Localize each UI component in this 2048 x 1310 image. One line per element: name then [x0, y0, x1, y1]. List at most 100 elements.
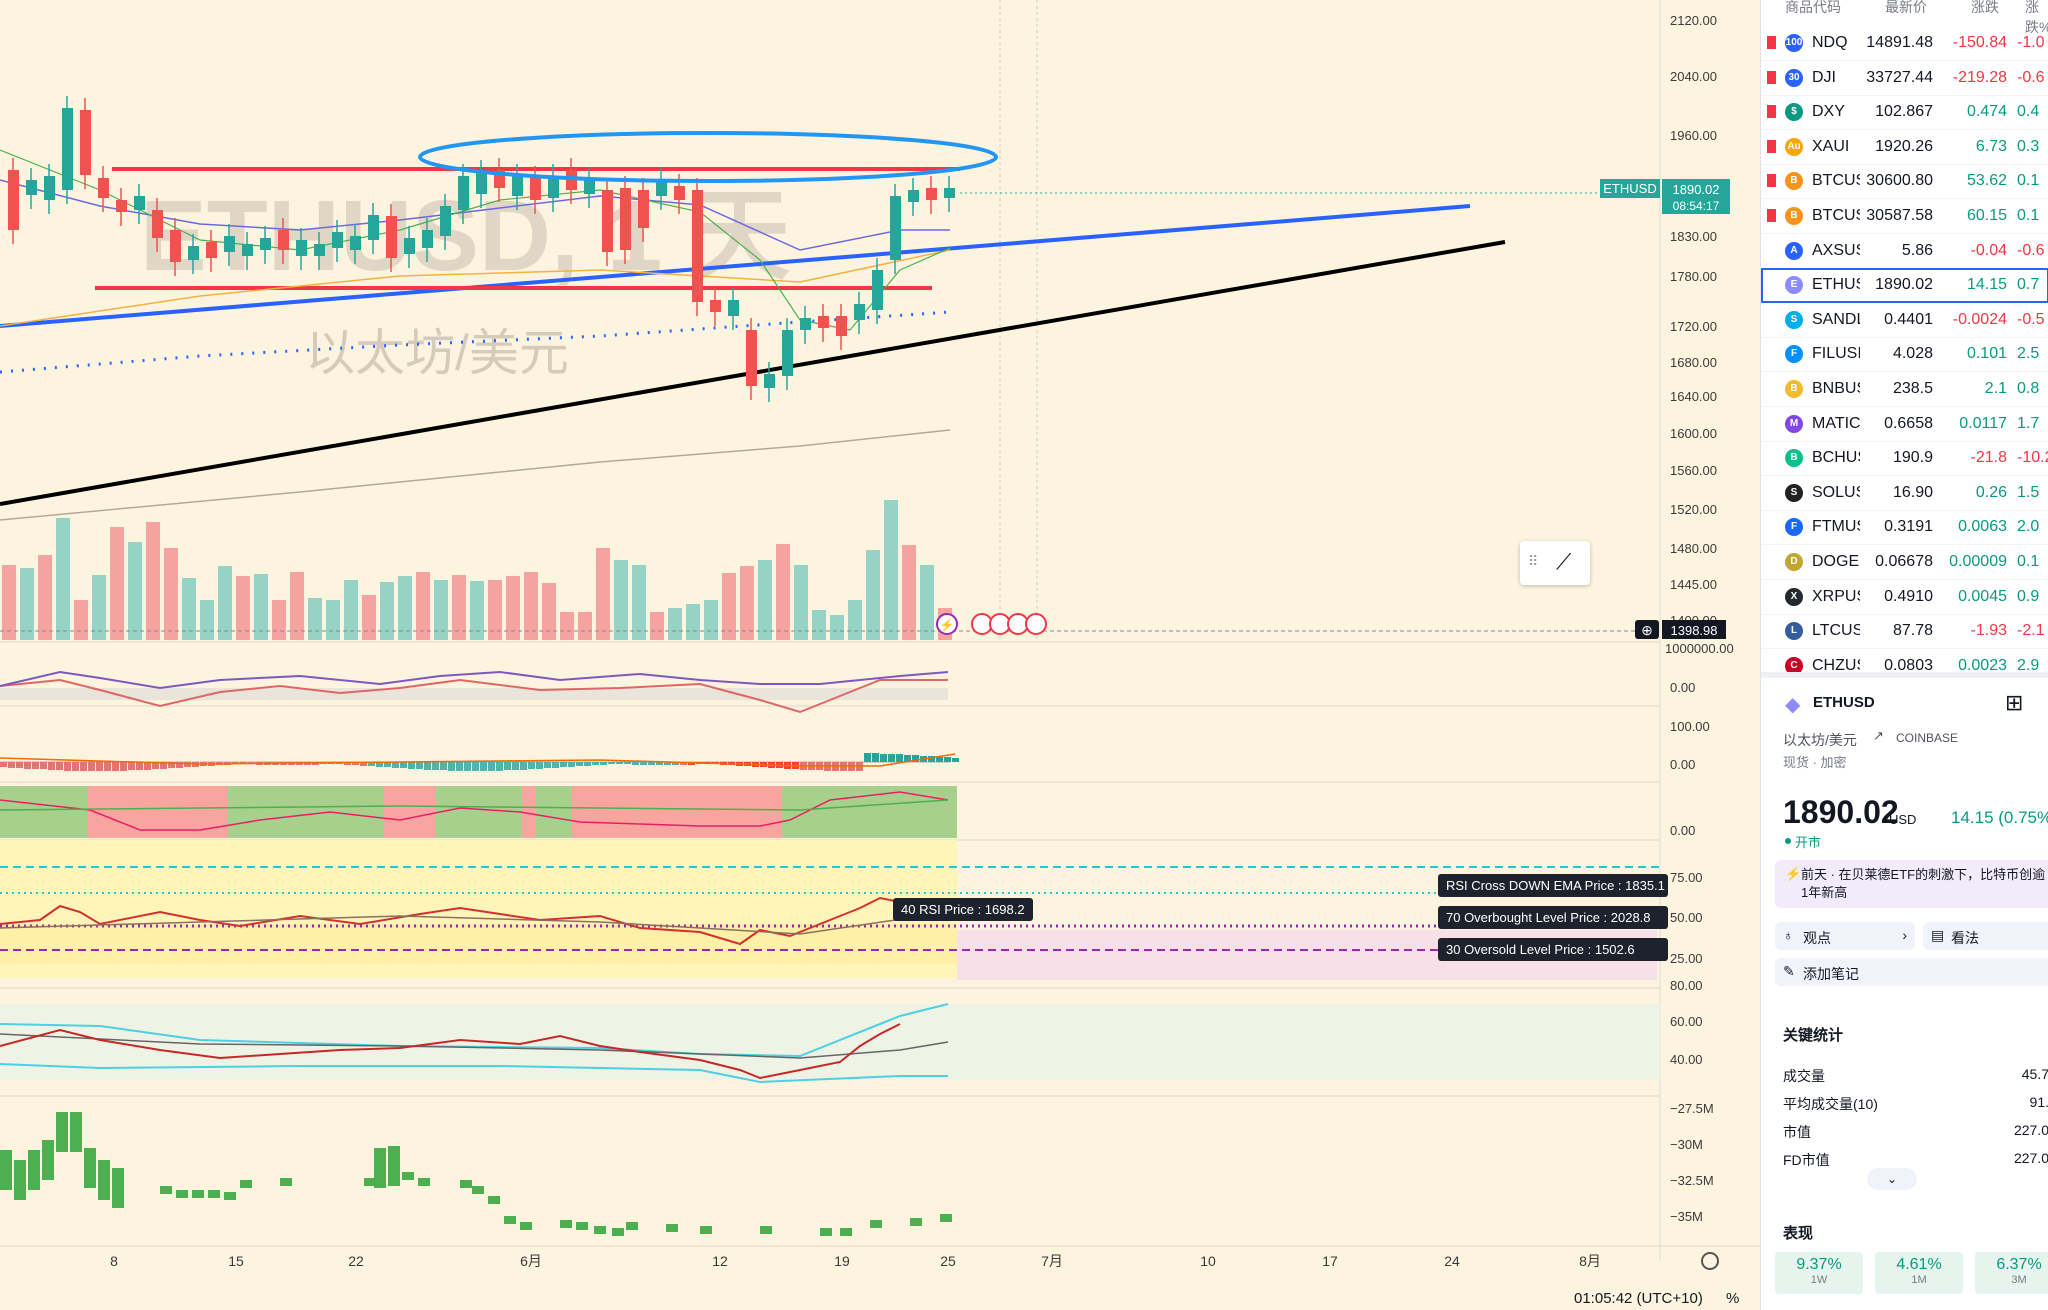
delta-bar [504, 1216, 516, 1224]
watchlist-row-axsus[interactable]: A AXSUS 5.86 -0.04 -0.6 [1761, 234, 2048, 269]
delta-bar [192, 1190, 204, 1198]
add-alert-button[interactable] [1635, 620, 1659, 639]
candle [854, 304, 865, 320]
watchlist-row-ethus[interactable]: E ETHUS 1890.02 14.15 0.7 [1761, 268, 2048, 304]
chart-area[interactable]: ETHUSD, 1 天 以太坊/美元 [0, 0, 1760, 1310]
floating-drawing-toolbar[interactable]: ⠿ ⟋ [1520, 541, 1590, 585]
delta-bar [280, 1178, 292, 1186]
watchlist-symbol: BCHUS [1812, 449, 1860, 467]
ideas-button[interactable]: ♁ 观点 › [1775, 922, 1915, 950]
watchlist-change-pct: 1.7 [2017, 414, 2040, 432]
flag-icon[interactable] [1767, 209, 1776, 222]
volume-layer [2, 500, 952, 640]
header-last[interactable]: 最新价 [1885, 0, 1927, 15]
watchlist-row-sandl[interactable]: S SANDL 0.4401 -0.0024 -0.5 [1761, 303, 2048, 338]
price-tick: 1960.00 [1670, 128, 1717, 143]
watchlist-row-solus[interactable]: S SOLUS 16.90 0.26 1.5 [1761, 476, 2048, 511]
performance-card[interactable]: 9.37% 1W [1775, 1252, 1863, 1294]
watchlist-row-filusi[interactable]: F FILUSI 4.028 0.101 2.5 [1761, 337, 2048, 373]
watchlist-row-chzus[interactable]: C CHZUS 0.0803 0.0023 2.9 [1761, 649, 2048, 684]
discussion-button[interactable]: ▤ 看法 [1923, 922, 2048, 950]
macd-bar [512, 762, 519, 770]
date-tick: 8月 [1579, 1253, 1601, 1269]
watchlist-row-btcus[interactable]: B BTCUS 30600.80 53.62 0.1 [1761, 164, 2048, 200]
flag-icon[interactable] [1767, 139, 1776, 153]
macd-bar [120, 762, 127, 771]
watchlist-last: 30600.80 [1866, 172, 1933, 190]
status-bar: 01:05:42 (UTC+10) % [1500, 1288, 1760, 1310]
watchlist-row-bchus[interactable]: B BCHUS 190.9 -21.8 -10.2 [1761, 441, 2048, 477]
watchlist-row-ltcus[interactable]: L LTCUS 87.78 -1.93 -2.1 [1761, 614, 2048, 650]
drag-handle-icon[interactable]: ⠿ [1528, 553, 1539, 569]
expand-stats-button[interactable]: ⌄ [1867, 1168, 1917, 1190]
blue-trendline[interactable] [0, 204, 1471, 328]
details-name[interactable]: 以太坊/美元 [1783, 732, 1857, 748]
grid-layout-icon[interactable]: ⊞ [2005, 690, 2024, 715]
candle [134, 196, 145, 210]
delta-bar [700, 1226, 712, 1234]
watchlist-last: 87.78 [1892, 622, 1933, 640]
volume-bar [2, 565, 16, 640]
performance-card[interactable]: 6.37% 3M [1975, 1252, 2048, 1294]
candle [530, 178, 541, 200]
candle [224, 236, 235, 252]
watchlist-row-btcus[interactable]: B BTCUS 30587.58 60.15 0.1 [1761, 199, 2048, 234]
flag-icon[interactable] [1767, 105, 1776, 119]
settings-gear-icon[interactable] [1701, 1252, 1719, 1270]
watchlist-change-pct: -1.0 [2017, 34, 2045, 51]
watchlist-row-ftmus[interactable]: F FTMUS 0.3191 0.0063 2.0 [1761, 510, 2048, 546]
header-symbol[interactable]: 商品代码 [1785, 0, 1841, 15]
date-tick: 12 [712, 1253, 728, 1269]
macd-histogram [0, 753, 959, 771]
symbol-logo-icon: B [1785, 380, 1803, 398]
watchlist-change-pct: -0.5 [2017, 310, 2045, 328]
indicator-tick: 80.00 [1670, 978, 1703, 993]
candle [800, 318, 811, 330]
symbol-logo-icon: L [1785, 622, 1803, 641]
time-axis[interactable]: 8 15 22 6月 12 19 25 7月 10 17 24 8月 [110, 1253, 1601, 1269]
watchlist-row-dogel[interactable]: D DOGEL 0.06678 0.00009 0.1 [1761, 545, 2048, 580]
clock[interactable]: 01:05:42 (UTC+10) [1574, 1290, 1703, 1307]
symbol-logo-icon: 30 [1785, 68, 1803, 87]
flag-icon[interactable] [1767, 36, 1776, 49]
watchlist-last: 1920.26 [1875, 137, 1933, 155]
lightning-icon[interactable] [936, 613, 958, 635]
header-change-pct[interactable]: 涨跌% [2025, 0, 2048, 35]
trendline-tool-icon[interactable]: ⟋ [1556, 549, 1572, 574]
plus-icon[interactable]: ⊕ [1641, 622, 1653, 638]
add-note-button[interactable]: ✎ 添加笔记 [1775, 958, 2048, 986]
main-pane[interactable] [0, 0, 1660, 640]
macd-bar [592, 762, 599, 765]
watchlist-row-matic[interactable]: M MATIC 0.6658 0.0117 1.7 [1761, 407, 2048, 442]
discussion-label: 看法 [1951, 930, 1979, 946]
watchlist-symbol: FTMUS [1812, 518, 1860, 536]
stat-row: FD市值 227.0 [1783, 1150, 2048, 1170]
right-panel[interactable]: 商品代码 最新价 涨跌 涨跌% 100 NDQ 14891.48 -150.84 -1.… [1760, 0, 2048, 1310]
watchlist-change-pct: 0.9 [2017, 587, 2040, 605]
performance-card[interactable]: 4.61% 1M [1875, 1252, 1963, 1294]
indicator-tick: 50.00 [1670, 910, 1703, 925]
watchlist-row-ndq[interactable]: 100 NDQ 14891.48 -150.84 -1.0 [1761, 26, 2048, 61]
candle [368, 215, 379, 240]
header-change[interactable]: 涨跌 [1971, 0, 1999, 15]
news-text[interactable]: 前天 · 在贝莱德ETF的刺激下，比特币创逾1年新高 [1801, 867, 2046, 900]
performance-value: 6.37% [1996, 1256, 2042, 1273]
watchlist-change-pct: -0.6 [2017, 241, 2045, 259]
external-link-icon[interactable]: ↗ [1873, 728, 1884, 743]
flag-icon[interactable] [1767, 70, 1776, 84]
economic-events-icon[interactable] [971, 613, 1047, 635]
watchlist-row-dxy[interactable]: $ DXY 102.867 0.474 0.4 [1761, 95, 2048, 131]
chart-canvas[interactable]: ETHUSD, 1 天 以太坊/美元 [0, 0, 1760, 1310]
news-banner[interactable]: ⚡ 前天 · 在贝莱德ETF的刺激下，比特币创逾1年新高 [1775, 860, 2048, 908]
percent-toggle[interactable]: % [1726, 1290, 1740, 1307]
ellipse-drawing[interactable] [418, 131, 998, 183]
flag-icon[interactable] [1767, 174, 1776, 188]
macd-bar [32, 762, 39, 769]
watchlist-row-xrpus[interactable]: X XRPUS 0.4910 0.0045 0.9 [1761, 580, 2048, 615]
watchlist-row-dji[interactable]: 30 DJI 33727.44 -219.28 -0.6 [1761, 61, 2048, 96]
price-axis-bg[interactable] [1660, 0, 1760, 1310]
watchlist-row-bnbus[interactable]: B BNBUS 238.5 2.1 0.8 [1761, 372, 2048, 407]
delta-bar [820, 1228, 832, 1236]
candle [890, 196, 901, 260]
watchlist-row-xaui[interactable]: Au XAUI 1920.26 6.73 0.3 [1761, 130, 2048, 165]
